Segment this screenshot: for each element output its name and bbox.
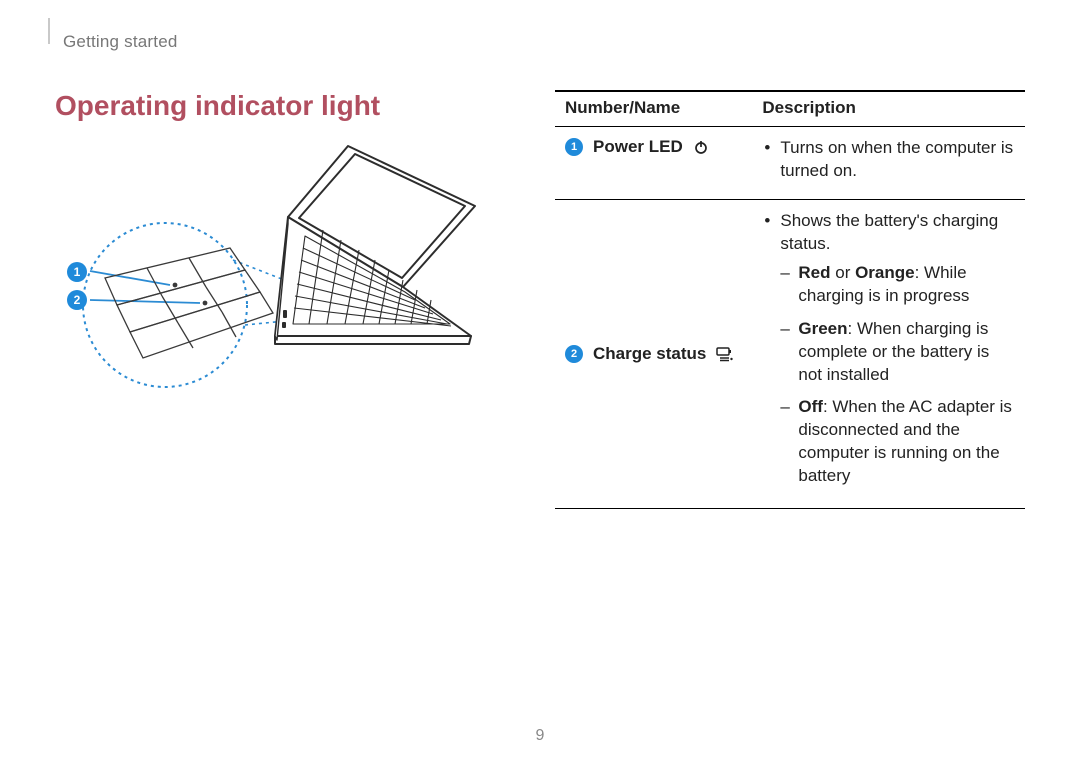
- right-column: Number/Name Description 1 Power LED: [555, 90, 1025, 509]
- row2-sublist: Red or Orange: While charging is in prog…: [780, 262, 1015, 488]
- row2-sub-1: Red or Orange: While charging is in prog…: [780, 262, 1015, 308]
- table-row: 2 Charge status: [555, 199, 1025, 508]
- diagram-callout-2: 2: [67, 290, 87, 310]
- breadcrumb-text: Getting started: [63, 32, 178, 51]
- col-header-desc: Description: [752, 91, 1025, 127]
- laptop-diagram: 1 2: [55, 140, 495, 390]
- laptop-illustration-svg: [55, 140, 495, 390]
- row2-name: Charge status: [593, 344, 706, 364]
- col-header-name: Number/Name: [555, 91, 752, 127]
- row2-sub-3: Off: When the AC adapter is disconnected…: [780, 396, 1015, 488]
- row2-sub-2: Green: When charging is complete or the …: [780, 318, 1015, 387]
- breadcrumb-rule: [48, 18, 50, 44]
- page-number: 9: [0, 727, 1080, 745]
- row-badge-1: 1: [565, 138, 583, 156]
- table-header-row: Number/Name Description: [555, 91, 1025, 127]
- row1-bullet: Turns on when the computer is turned on.: [762, 137, 1015, 183]
- breadcrumb: Getting started: [55, 32, 1025, 52]
- row1-name-cell: 1 Power LED: [565, 137, 742, 157]
- diagram-callout-1: 1: [67, 262, 87, 282]
- row1-name: Power LED: [593, 137, 683, 157]
- manual-page: Getting started Operating indicator ligh…: [0, 0, 1080, 763]
- row-badge-2: 2: [565, 345, 583, 363]
- row2-name-cell: 2 Charge status: [565, 344, 742, 364]
- row2-bullet: Shows the battery's charging status. Red…: [762, 210, 1015, 488]
- power-icon: [693, 139, 709, 155]
- table-row: 1 Power LED Turns on when the computer i…: [555, 127, 1025, 200]
- row2-bullet-text: Shows the battery's charging status.: [780, 211, 998, 253]
- row2-desc: Shows the battery's charging status. Red…: [762, 210, 1015, 488]
- section-heading: Operating indicator light: [55, 90, 515, 122]
- indicator-table: Number/Name Description 1 Power LED: [555, 90, 1025, 509]
- charge-icon: [716, 346, 734, 362]
- row1-desc: Turns on when the computer is turned on.: [762, 137, 1015, 183]
- left-column: Operating indicator light: [55, 90, 515, 509]
